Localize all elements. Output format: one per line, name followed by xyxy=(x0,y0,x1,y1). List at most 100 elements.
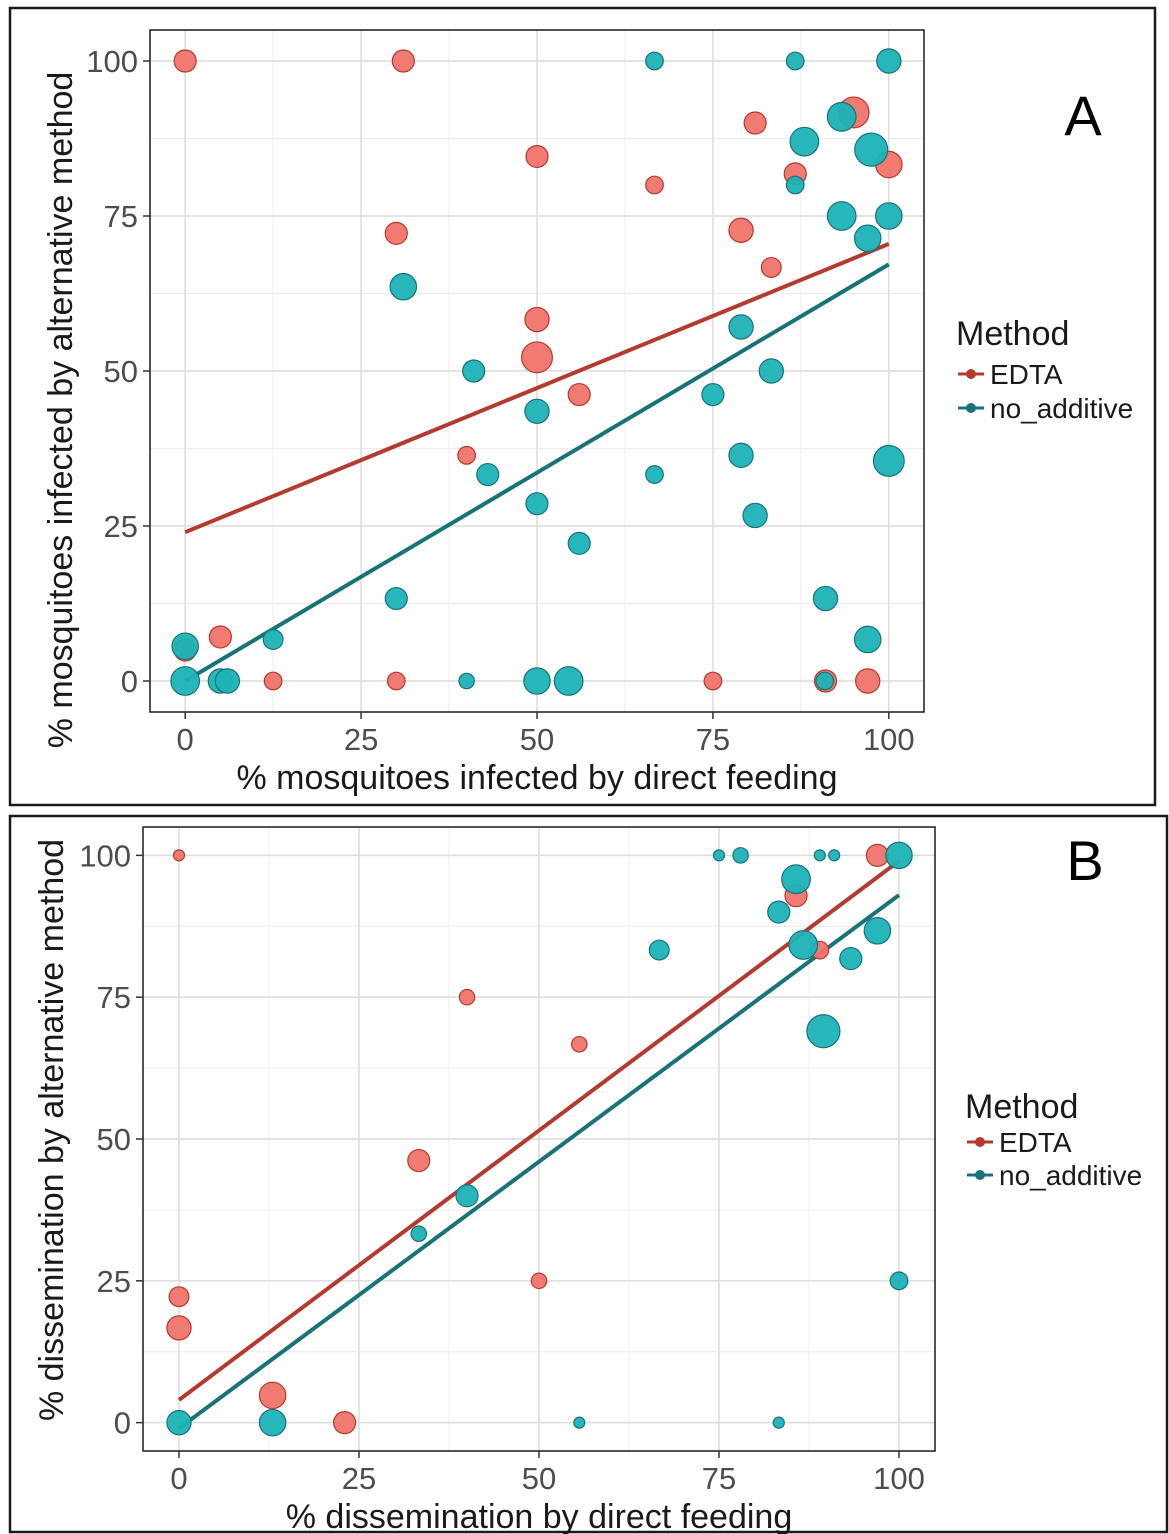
point-no-additive xyxy=(839,947,863,971)
point-no-additive xyxy=(789,126,820,157)
point-no-additive xyxy=(872,444,905,477)
point-edta xyxy=(263,671,283,691)
panel-a-y-axis-label: % mosquitoes infected by alternative met… xyxy=(42,72,80,749)
point-no-additive xyxy=(258,1408,287,1437)
panel-a-grid xyxy=(150,30,924,712)
panel-a-legend-no-additive-dot xyxy=(966,403,976,413)
point-edta xyxy=(571,1035,588,1053)
panel-a-points xyxy=(170,48,905,696)
point-edta xyxy=(530,1272,548,1290)
point-edta xyxy=(333,1411,357,1435)
point-no-additive xyxy=(885,841,913,870)
point-no-additive xyxy=(462,359,486,383)
point-edta xyxy=(743,111,767,135)
panel-a-border xyxy=(8,6,1157,807)
point-no-additive xyxy=(384,586,408,611)
point-edta xyxy=(172,849,186,862)
point-no-additive xyxy=(826,101,857,132)
point-edta xyxy=(567,382,591,407)
point-no-additive xyxy=(573,1416,586,1429)
x-tick-label: 25 xyxy=(344,722,378,757)
point-no-additive xyxy=(171,632,199,661)
panel-b-x-axis-label: % dissemination by direct feeding xyxy=(286,1498,793,1534)
point-edta xyxy=(525,144,549,169)
point-no-additive xyxy=(785,175,805,195)
point-no-additive xyxy=(826,201,857,231)
point-no-additive xyxy=(648,939,670,961)
point-edta xyxy=(855,668,881,694)
panel-b-legend-no-additive-dot xyxy=(975,1170,985,1180)
panel-b-points xyxy=(166,841,913,1437)
point-edta xyxy=(391,49,415,73)
point-edta xyxy=(728,217,754,243)
point-no-additive xyxy=(645,51,664,71)
point-edta xyxy=(645,175,664,195)
point-edta xyxy=(386,671,406,691)
point-no-additive xyxy=(876,48,902,74)
point-edta xyxy=(407,1148,431,1173)
point-no-additive xyxy=(458,672,475,690)
x-tick-label: 75 xyxy=(696,722,730,757)
point-no-additive xyxy=(214,668,241,694)
x-tick-label: 100 xyxy=(873,1461,925,1496)
panel-a-legend-title: Method xyxy=(956,315,1069,353)
point-no-additive xyxy=(645,465,664,484)
point-edta xyxy=(208,625,232,649)
point-no-additive xyxy=(742,502,768,529)
point-no-additive xyxy=(853,224,882,253)
x-tick-label: 100 xyxy=(863,722,915,757)
trend-line-edta xyxy=(184,242,890,535)
point-edta xyxy=(168,1286,190,1308)
panel-b-border xyxy=(8,814,1169,1534)
point-no-additive xyxy=(712,849,726,862)
panel-b-y-axis-label: % dissemination by alternative method xyxy=(33,839,71,1421)
y-tick-label: 50 xyxy=(97,1122,131,1157)
panel-b-trend-lines xyxy=(177,859,901,1430)
panel-b-legend-edta-dot xyxy=(975,1137,985,1147)
y-tick-label: 25 xyxy=(97,1264,131,1299)
x-tick-label: 75 xyxy=(702,1461,736,1496)
trend-line-no-additive xyxy=(184,262,890,683)
point-no-additive xyxy=(889,1271,909,1291)
y-tick-label: 0 xyxy=(121,664,138,699)
panel-b-letter: B xyxy=(1066,829,1103,892)
panel-b-ticks: 0 25 50 75 100 0 25 50 75 100 xyxy=(79,838,925,1496)
panel-a-x-axis-label: % mosquitoes infected by direct feeding xyxy=(236,759,837,797)
point-edta xyxy=(865,843,890,867)
point-no-additive xyxy=(806,1014,841,1049)
point-no-additive xyxy=(813,849,826,862)
point-no-additive xyxy=(525,492,549,516)
point-no-additive xyxy=(524,398,550,424)
point-edta xyxy=(524,306,550,333)
point-no-additive xyxy=(854,132,889,167)
y-tick-label: 100 xyxy=(79,838,131,873)
point-no-additive xyxy=(262,628,284,650)
point-no-additive xyxy=(701,382,725,407)
x-tick-label: 50 xyxy=(520,722,554,757)
point-edta xyxy=(520,341,553,374)
y-tick-label: 75 xyxy=(97,980,131,1015)
point-no-additive xyxy=(455,1184,479,1208)
point-no-additive xyxy=(389,272,418,301)
panel-b-legend-edta-label: EDTA xyxy=(999,1127,1072,1158)
point-no-additive xyxy=(875,202,903,230)
panel-a-legend-edta-dot xyxy=(966,369,976,379)
panel-a-legend-edta-label: EDTA xyxy=(990,359,1063,390)
point-no-additive xyxy=(767,900,791,924)
point-edta xyxy=(166,1315,192,1341)
point-no-additive xyxy=(781,864,811,895)
point-no-additive xyxy=(853,625,882,654)
panel-a-letter: A xyxy=(1064,84,1102,147)
trend-line-edta xyxy=(177,859,901,1402)
point-edta xyxy=(173,49,197,73)
point-no-additive xyxy=(732,847,749,864)
trend-line-no-additive xyxy=(177,893,901,1430)
point-no-additive xyxy=(828,849,841,862)
panel-a-legend-no-additive-label: no_additive xyxy=(990,393,1133,424)
panel-a-trend-lines xyxy=(184,242,890,683)
panel-a-ticks: 0 25 50 75 100 0 25 50 75 100 xyxy=(86,44,914,757)
point-no-additive xyxy=(553,666,584,696)
point-edta xyxy=(384,221,408,245)
point-edta xyxy=(457,445,477,465)
panel-b-legend-no-additive-label: no_additive xyxy=(999,1160,1142,1191)
